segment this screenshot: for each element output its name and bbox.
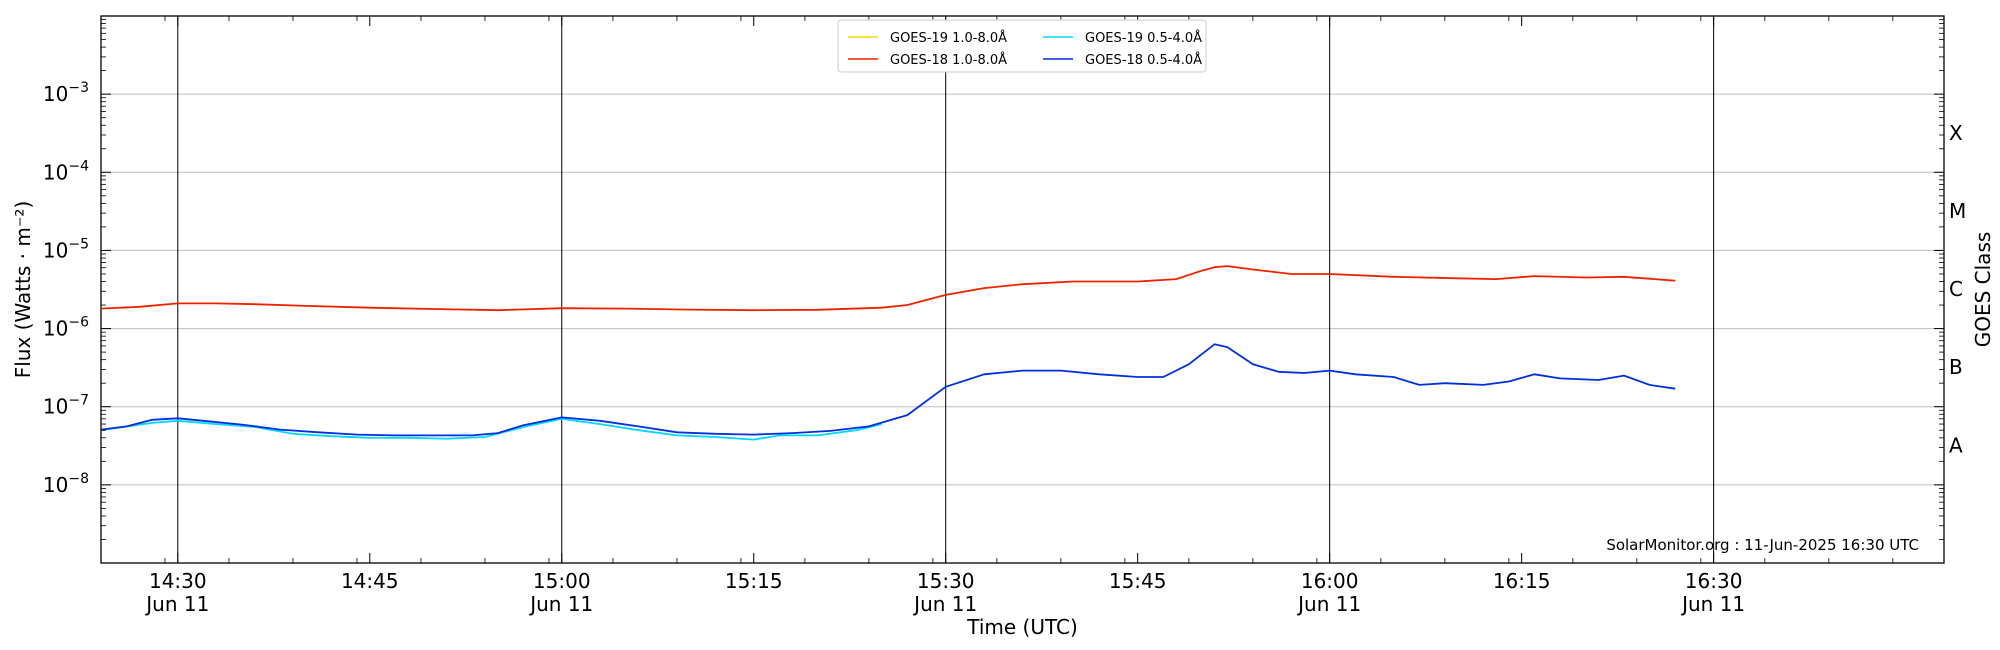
legend-label: GOES-18 1.0-8.0Å (890, 52, 1007, 68)
y-tick-exponent: −6 (68, 315, 89, 331)
legend-label: GOES-18 0.5-4.0Å (1085, 52, 1202, 68)
goes-class-axis-label: GOES Class (1971, 232, 1995, 348)
x-tick-date-label: Jun 11 (528, 592, 593, 616)
y-axis-label: Flux (Watts · m⁻²) (11, 201, 35, 379)
goes-class-label: A (1949, 433, 1963, 457)
y-tick-exponent: −5 (68, 236, 89, 252)
y-tick-label: 10−3 (43, 80, 89, 106)
x-tick-date-label: Jun 11 (1680, 592, 1745, 616)
grid (101, 93, 1944, 486)
goes-class-label: C (1949, 277, 1963, 301)
goes-class-labels: A B C M X (1949, 121, 1966, 458)
x-tick-label: 14:45 (341, 569, 399, 593)
goes-class-label: X (1949, 121, 1963, 145)
y-tick-exponent: −4 (68, 158, 89, 174)
goes-class-label: M (1949, 199, 1966, 223)
x-tick-label: 15:30 (917, 569, 975, 593)
x-axis-label: Time (UTC) (966, 615, 1078, 639)
legend: GOES-19 1.0-8.0Å GOES-18 1.0-8.0Å GOES-19 … (837, 19, 1207, 73)
y-tick-label: 10−7 (43, 393, 89, 419)
y-tick-exponent: −8 (68, 471, 89, 487)
x-tick-label: 15:45 (1109, 569, 1167, 593)
goes-class-label: B (1949, 355, 1963, 379)
x-tick-label: 15:00 (533, 569, 591, 593)
y-tick-label: 10−6 (43, 315, 89, 341)
legend-label: GOES-19 1.0-8.0Å (890, 30, 1007, 46)
x-tick-date-label: Jun 11 (912, 592, 977, 616)
x-tick-label: 16:30 (1685, 569, 1743, 593)
y-tick-exponent: −3 (68, 80, 89, 96)
legend-box (837, 19, 1207, 73)
x-tick-label: 16:00 (1301, 569, 1359, 593)
plot-frame (100, 15, 1945, 564)
credit-text: SolarMonitor.org : 11-Jun-2025 16:30 UTC (1606, 536, 1919, 554)
time-marker-lines (177, 16, 1715, 563)
x-tick-date-label: Jun 11 (1296, 592, 1361, 616)
series-line (100, 343, 1676, 437)
x-tick-date-label: Jun 11 (144, 592, 209, 616)
y-tick-label: 10−4 (43, 158, 89, 184)
x-tick-label: 16:15 (1493, 569, 1551, 593)
x-tick-label: 15:15 (725, 569, 783, 593)
series-line (100, 265, 1676, 312)
x-tick-label: 14:30 (149, 569, 207, 593)
y-tick-label: 10−5 (43, 236, 89, 262)
legend-label: GOES-19 0.5-4.0Å (1085, 30, 1202, 46)
y-tick-label: 10−8 (43, 471, 89, 497)
series-layer (100, 265, 1676, 441)
y-tick-exponent: −7 (68, 393, 89, 409)
